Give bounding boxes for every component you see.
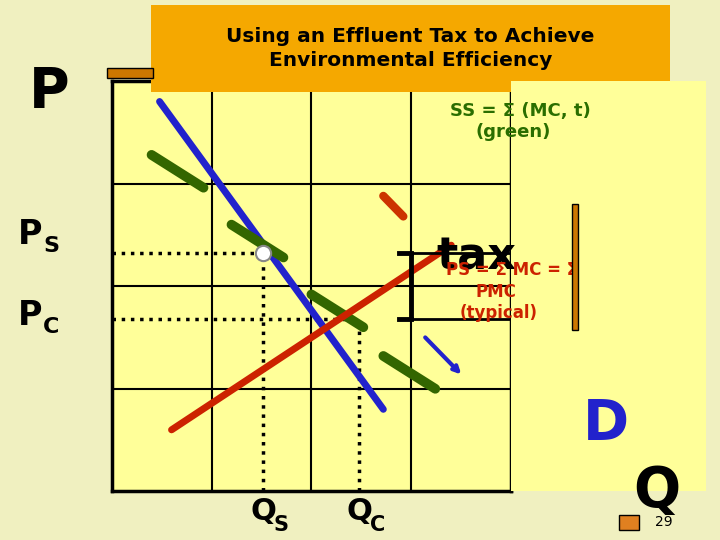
Text: C: C: [43, 316, 60, 337]
Text: P: P: [18, 218, 42, 252]
Text: tax: tax: [436, 235, 516, 278]
Text: PS = Σ MC = Σ: PS = Σ MC = Σ: [446, 261, 579, 279]
Text: Q: Q: [634, 464, 680, 518]
Text: P: P: [29, 65, 69, 119]
Text: Q: Q: [251, 497, 276, 526]
Text: C: C: [370, 515, 385, 535]
Text: Using an Effluent Tax to Achieve
Environmental Efficiency: Using an Effluent Tax to Achieve Environ…: [226, 28, 595, 70]
Text: SS = Σ (MC, t): SS = Σ (MC, t): [450, 102, 590, 120]
Text: S: S: [43, 235, 59, 256]
Text: 29: 29: [655, 515, 672, 529]
Text: (green): (green): [475, 123, 551, 141]
Text: PMC: PMC: [475, 282, 516, 301]
Text: Q: Q: [346, 497, 372, 526]
Text: (typical): (typical): [459, 304, 537, 322]
Text: S: S: [274, 515, 289, 535]
Text: P: P: [18, 299, 42, 333]
Text: D: D: [583, 397, 629, 451]
